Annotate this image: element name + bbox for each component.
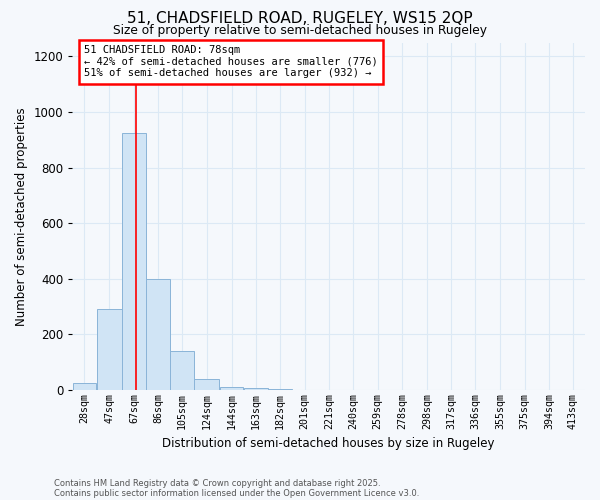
Text: Contains public sector information licensed under the Open Government Licence v3: Contains public sector information licen… — [54, 488, 419, 498]
Text: 51, CHADSFIELD ROAD, RUGELEY, WS15 2QP: 51, CHADSFIELD ROAD, RUGELEY, WS15 2QP — [127, 11, 473, 26]
Bar — [170, 351, 194, 390]
Y-axis label: Number of semi-detached properties: Number of semi-detached properties — [15, 107, 28, 326]
Bar — [73, 383, 96, 390]
Bar — [220, 387, 244, 390]
Bar — [244, 388, 268, 390]
Bar — [97, 310, 122, 390]
Bar — [122, 133, 146, 390]
Bar — [194, 379, 220, 390]
Text: 51 CHADSFIELD ROAD: 78sqm
← 42% of semi-detached houses are smaller (776)
51% of: 51 CHADSFIELD ROAD: 78sqm ← 42% of semi-… — [85, 46, 378, 78]
Bar — [146, 278, 170, 390]
Text: Size of property relative to semi-detached houses in Rugeley: Size of property relative to semi-detach… — [113, 24, 487, 37]
Text: Contains HM Land Registry data © Crown copyright and database right 2025.: Contains HM Land Registry data © Crown c… — [54, 478, 380, 488]
X-axis label: Distribution of semi-detached houses by size in Rugeley: Distribution of semi-detached houses by … — [163, 437, 495, 450]
